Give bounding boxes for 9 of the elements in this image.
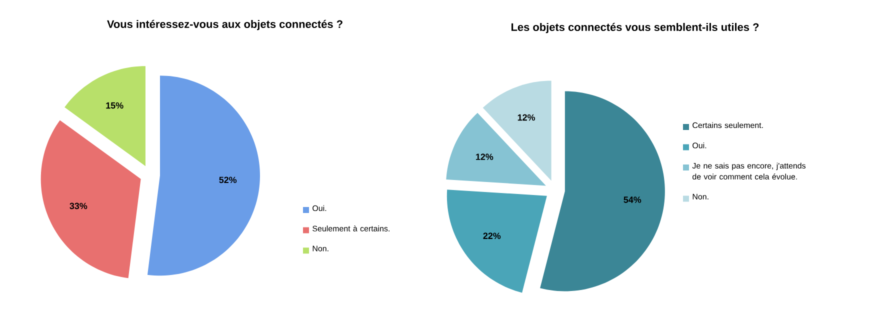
chart-title: Vous intéressez-vous aux objets connectés ? [107, 20, 342, 30]
data-label: 52% [219, 176, 237, 184]
data-label: 15% [106, 102, 124, 109]
chart-title: Les objets connectés vous semblent-ils utiles ? [512, 22, 759, 34]
data-label: 12% [476, 154, 494, 160]
data-label: 54% [624, 196, 642, 203]
data-label: 12% [518, 114, 536, 121]
data-label: 33% [70, 202, 88, 210]
data-label: 22% [483, 232, 501, 240]
